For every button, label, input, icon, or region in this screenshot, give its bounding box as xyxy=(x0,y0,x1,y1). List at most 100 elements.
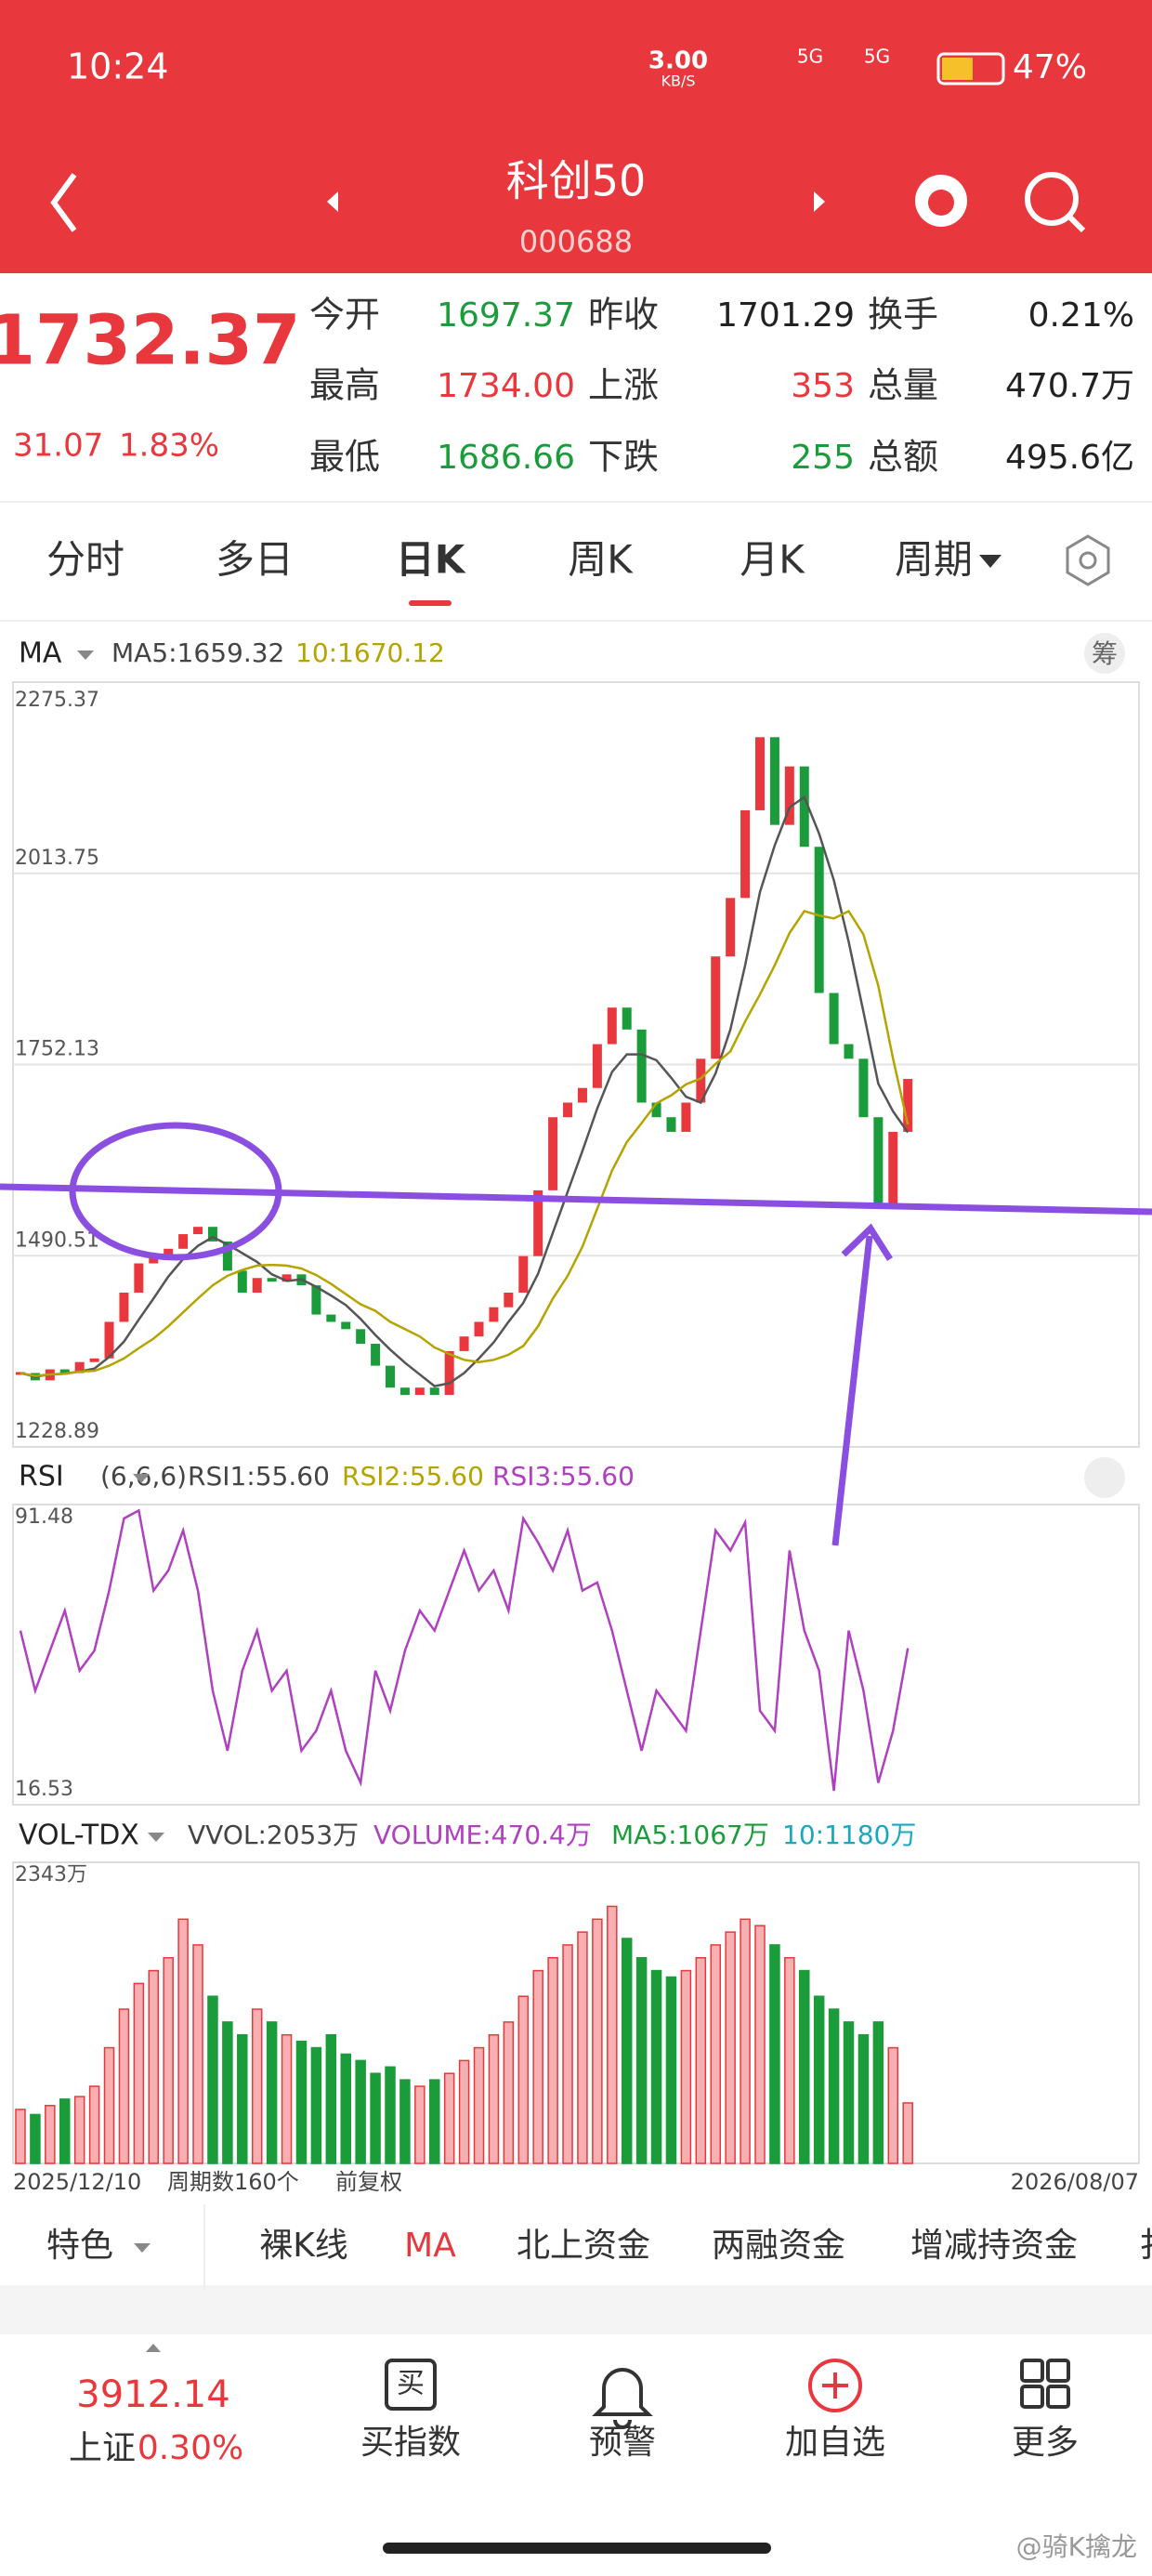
nav-icon-alert[interactable] xyxy=(592,2368,653,2429)
nav-icon-add-plus xyxy=(822,2372,848,2399)
candle xyxy=(518,1255,529,1293)
volume-bar xyxy=(532,1969,543,2164)
network: 5G xyxy=(864,46,890,68)
volume-bar xyxy=(607,1905,618,2164)
expand-icon[interactable] xyxy=(1084,1457,1125,1498)
candle xyxy=(563,1102,573,1118)
y-tick-label: 2275.37 xyxy=(15,689,99,712)
annotation xyxy=(0,1122,1152,1546)
y-tick-label: 1228.89 xyxy=(15,1420,99,1443)
prev-button[interactable] xyxy=(327,191,338,212)
candle xyxy=(489,1307,499,1322)
mascot-eye xyxy=(928,190,954,216)
feature-tab[interactable]: 北上资金 xyxy=(517,2227,650,2265)
rsi3-label: RSI3:55.60 xyxy=(492,1461,635,1492)
feature-tab[interactable]: 扌 xyxy=(1139,2227,1152,2265)
nav-label[interactable]: 加自选 xyxy=(785,2424,885,2462)
back-button[interactable] xyxy=(50,173,77,232)
y-tick-label: 91.48 xyxy=(15,1505,73,1529)
index-name: 上证 xyxy=(69,2429,136,2467)
change: 31.07 xyxy=(13,427,103,465)
candle xyxy=(799,766,809,848)
candle xyxy=(592,1044,602,1088)
feature-tab[interactable]: 两融资金 xyxy=(712,2227,845,2265)
volume-bar xyxy=(443,2072,455,2164)
volume-bar xyxy=(843,2021,855,2164)
candle xyxy=(281,1274,292,1282)
volume-bar xyxy=(325,2033,337,2164)
y-tick-label: 2013.75 xyxy=(15,847,99,870)
candle xyxy=(548,1117,558,1190)
next-button[interactable] xyxy=(814,191,825,212)
rsi2-label: RSI2:55.60 xyxy=(342,1461,484,1492)
feature-tab[interactable]: 裸K线 xyxy=(259,2227,348,2265)
badge[interactable]: 筹 xyxy=(1092,638,1118,669)
dropdown-arrow xyxy=(77,651,94,660)
candle xyxy=(399,1387,410,1396)
feature-tab[interactable]: MA xyxy=(404,2227,456,2265)
nav-label[interactable]: 预警 xyxy=(589,2424,656,2462)
candle xyxy=(104,1321,114,1359)
change-pct: 1.83% xyxy=(119,427,219,465)
candle xyxy=(829,992,839,1045)
code: 000688 xyxy=(519,224,633,259)
settings-icon[interactable] xyxy=(1066,534,1110,586)
volume-bar xyxy=(310,2046,322,2164)
quote-value: 495.6亿 xyxy=(1005,439,1134,477)
nav-icon-buy[interactable] xyxy=(385,2359,437,2411)
indicator-select[interactable]: RSI xyxy=(19,1461,64,1493)
y-tick-label: 1752.13 xyxy=(15,1038,99,1061)
ma5-line xyxy=(20,795,910,1387)
volume-bar xyxy=(177,1918,189,2164)
volume-bar xyxy=(887,2046,899,2164)
gap xyxy=(0,2285,1152,2334)
candle xyxy=(726,898,736,957)
tab[interactable]: 多日 xyxy=(216,537,294,583)
tab[interactable]: 日K xyxy=(396,537,466,583)
tab[interactable]: 周期 xyxy=(895,537,973,583)
candle xyxy=(636,1029,647,1103)
search-icon[interactable] xyxy=(1025,172,1079,226)
quote-label: 最低 xyxy=(309,437,380,478)
quote-label: 今开 xyxy=(309,295,380,335)
volume-bar xyxy=(799,1969,810,2164)
candle xyxy=(769,737,779,825)
tab[interactable]: 月K xyxy=(740,537,805,583)
index-arrow xyxy=(146,2344,161,2352)
volume-bar xyxy=(192,1944,203,2164)
vol-frame xyxy=(12,1861,1140,2164)
volume-bar xyxy=(813,1995,825,2164)
candle xyxy=(193,1227,203,1235)
nav-icon-add[interactable] xyxy=(808,2359,862,2412)
volume-bar xyxy=(399,2079,411,2164)
indicator-select[interactable]: MA xyxy=(19,637,62,670)
feature-tab[interactable]: 特色 xyxy=(46,2227,113,2265)
nav-label[interactable]: 买指数 xyxy=(360,2424,461,2462)
nav-label[interactable]: 更多 xyxy=(1012,2424,1079,2462)
volume-bar xyxy=(725,1931,736,2164)
net-speed-unit: KB/S xyxy=(661,72,695,90)
volume-bar xyxy=(266,2021,278,2164)
candle xyxy=(74,1361,85,1373)
candle xyxy=(89,1358,99,1362)
tab[interactable]: 周K xyxy=(568,537,634,583)
feature-tab[interactable]: 增减持资金 xyxy=(910,2227,1078,2265)
tab[interactable]: 分时 xyxy=(46,537,124,583)
candle xyxy=(164,1248,174,1256)
volume-bar xyxy=(88,2085,100,2164)
volume-bar xyxy=(30,2113,41,2164)
index-value: 3912.14 xyxy=(76,2373,229,2416)
volume-bar xyxy=(281,2033,293,2164)
volume-bar xyxy=(650,1969,662,2164)
badge-bg[interactable] xyxy=(1084,633,1125,674)
indicator-select[interactable]: VOL-TDX xyxy=(19,1820,139,1852)
volume-bar xyxy=(828,2008,840,2164)
status-time: 10:24 xyxy=(67,46,169,87)
quote-value: 353 xyxy=(791,367,855,405)
nav-icon-more[interactable] xyxy=(1020,2359,1070,2409)
quote-value: 470.7万 xyxy=(1005,367,1134,405)
dropdown-arrow xyxy=(148,1833,164,1842)
quote-value: 1734.00 xyxy=(437,367,575,405)
